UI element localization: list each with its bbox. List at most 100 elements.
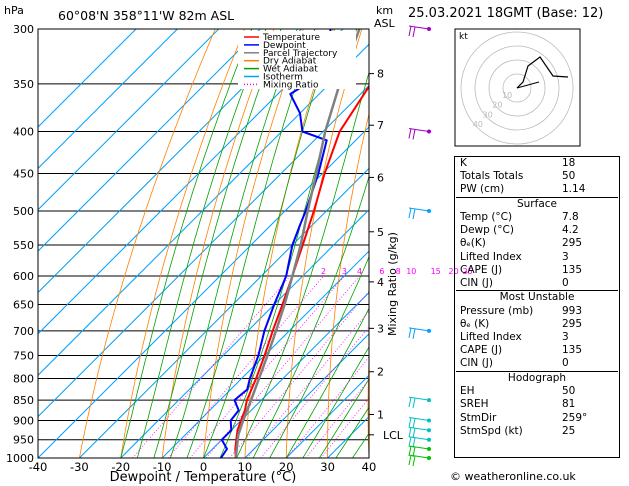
wet-adiabat [136,29,267,458]
pressure-tick-label: 350 [13,78,34,91]
hodograph-ring [474,45,560,131]
hodograph-row: EH 50 [456,385,618,398]
wet-adiabat [269,255,369,458]
copyright-footer: © weatheronline.co.uk [450,470,576,483]
index-value: 1.14 [562,183,586,196]
dry-adiabat [203,29,304,458]
unstable-value: 0 [562,357,569,370]
index-label: PW (cm) [460,183,505,196]
index-label: Totals Totals [460,170,524,183]
wind-barb-dot [427,428,431,433]
wind-barb [408,128,412,139]
surface-label: θₑ(K) [460,237,486,250]
surface-value: 3 [562,250,569,263]
wind-barb-dot [427,398,431,403]
temperature-tick-label: -10 [153,460,172,474]
wind-barb [412,455,416,467]
hodograph-row: StmSpd (kt) 25 [456,425,618,438]
isotherm-line [38,29,220,211]
surface-value: 7.8 [562,211,579,224]
isotherm-line [38,29,344,335]
wind-barb [408,445,412,457]
series-dewpoint [220,29,332,458]
hodograph-label: EH [460,385,475,398]
hodograph-ring [502,73,532,103]
hodograph-value: 25 [562,424,576,437]
unstable-row: CIN (J) 0 [456,357,618,370]
hodograph-value: 81 [562,398,576,411]
unstable-value: 135 [562,344,583,357]
wind-barb [412,428,416,439]
unstable-row: θₑ (K) 295 [456,318,618,331]
dry-adiabat [407,29,450,458]
wet-adiabat [186,29,316,458]
temperature-tick-label: -20 [111,460,130,474]
wet-adiabat [335,406,369,458]
height-tick-label: 3 [377,322,384,335]
surface-value: 135 [562,263,583,276]
wind-barb-dot [427,328,431,333]
height-unit: km [376,4,393,17]
pressure-tick-label: 800 [13,372,34,385]
legend-label: Parcel Trajectory [263,49,338,59]
hodograph-value: 259° [562,411,588,424]
pressure-tick-label: 900 [13,414,34,427]
temperature-tick-label: 20 [279,460,294,474]
wet-adiabat [236,71,369,458]
isotherm-line [285,374,369,458]
wind-barb [408,417,412,428]
unstable-value: 993 [562,304,583,317]
legend-label: Isotherm [263,73,303,83]
wind-barb [408,454,412,466]
wet-adiabat [302,346,369,458]
index-row-totals: Totals Totals 50 [456,170,618,183]
mixing-ratio-label: 8 [396,267,401,276]
height-tick-label: 4 [377,276,384,289]
mixing-ratio-line [286,356,369,458]
surface-row: Temp (°C) 7.8 [456,211,618,224]
hodograph-trace [516,56,569,89]
temperature-tick-label: -30 [70,460,89,474]
mixing-ratio-label: 10 [406,267,416,276]
wind-barb [408,25,412,37]
pressure-tick-label: 950 [13,434,34,447]
series-parcel-trajectory [234,29,361,458]
unstable-section: Most Unstable Pressure (mb) 993 θₑ (K) 295… [456,290,618,370]
index-row-pw: PW (cm) 1.14 [456,183,618,196]
wind-barb [412,208,416,220]
isotherm-line [38,29,137,128]
mixing-ratio-line [246,310,369,458]
wind-barb [412,418,416,429]
wind-barb [408,207,412,219]
height-tick-label: 5 [377,226,384,239]
unstable-title: Most Unstable [499,291,575,304]
mixing-ratio-label: 6 [379,267,384,276]
wind-barb-dot [427,418,431,423]
wet-adiabat [318,378,369,458]
isotherm-line [38,29,261,252]
wind-barb [412,328,416,340]
wind-barb [408,128,430,133]
isotherm-line [38,126,369,458]
hodograph-ring-label: 10 [502,91,512,100]
unstable-value: 295 [562,317,583,330]
surface-row: CIN (J) 0 [456,277,618,290]
height-unit-asl: ASL [374,17,396,30]
wind-barb [412,129,416,140]
surface-label: Lifted Index [460,250,522,263]
wind-barb-dot [427,437,431,442]
legend-label: Mixing Ratio [263,80,319,90]
legend-label: Dry Adiabat [263,57,317,67]
pressure-unit: hPa [4,4,24,17]
location-title: 60°08'N 358°11'W 82m ASL [58,8,234,23]
wet-adiabat [170,29,298,458]
wind-barb [408,327,430,332]
dry-adiabat [327,112,369,458]
wind-barb [408,416,430,421]
wet-adiabat [120,29,253,458]
wind-barb [412,26,416,38]
wind-barb [408,445,430,450]
surface-label: Temp (°C) [460,211,513,224]
pressure-tick-label: 1000 [6,452,34,465]
